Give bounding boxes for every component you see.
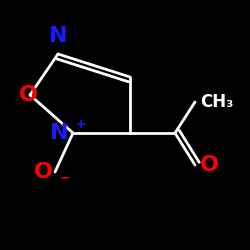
Text: O: O <box>18 85 38 105</box>
Text: +: + <box>76 118 86 132</box>
Text: CH₃: CH₃ <box>200 93 234 111</box>
Text: −: − <box>60 172 70 184</box>
Text: O: O <box>200 155 219 175</box>
Text: N: N <box>49 26 67 46</box>
Text: O: O <box>34 162 53 182</box>
Text: N: N <box>50 123 69 143</box>
